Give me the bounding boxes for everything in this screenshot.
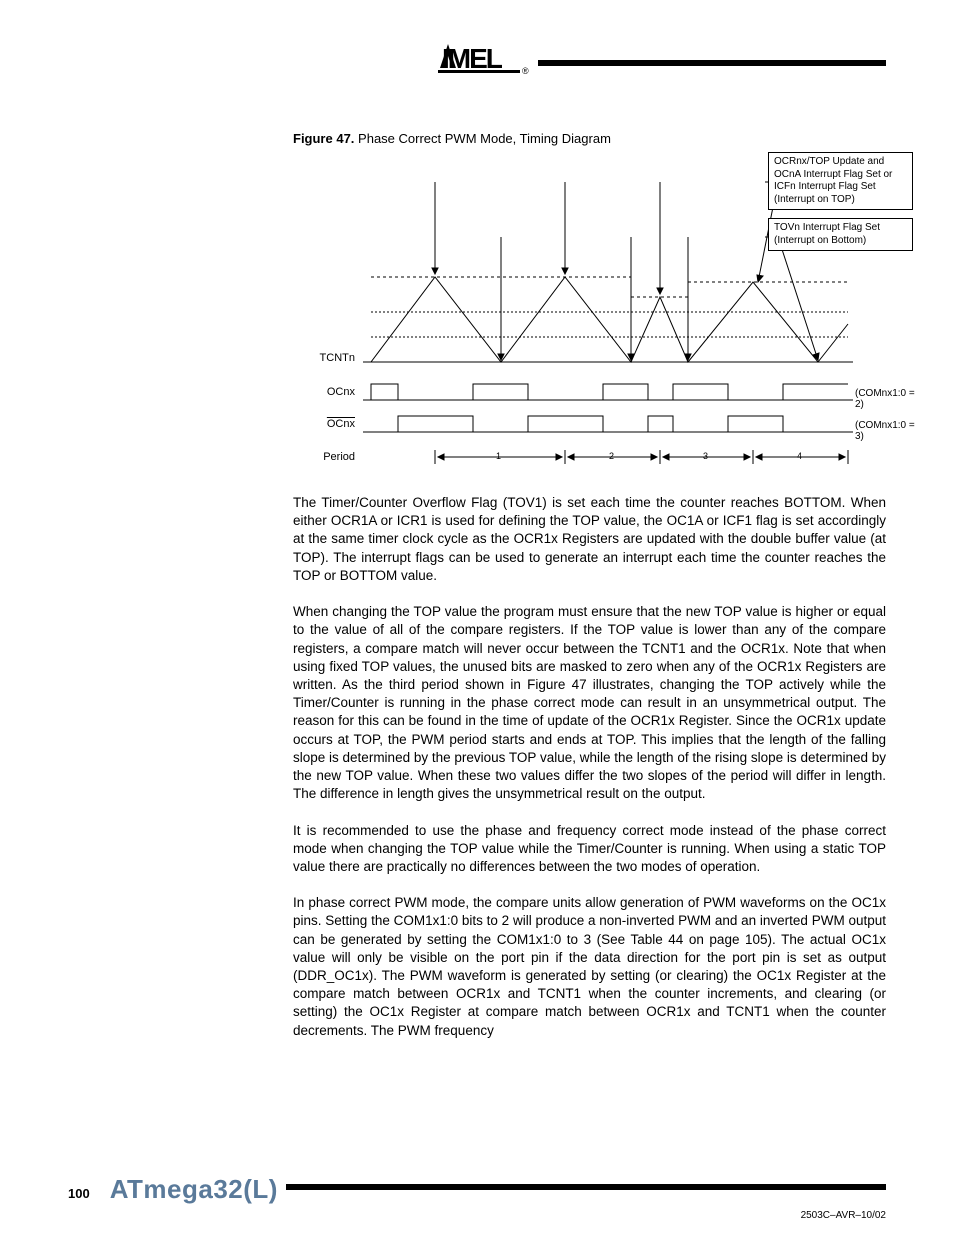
paragraph-4: In phase correct PWM mode, the compare u… bbox=[293, 894, 886, 1040]
doc-title: ATmega32(L) bbox=[110, 1174, 278, 1205]
paragraph-3: It is recommended to use the phase and f… bbox=[293, 822, 886, 877]
footer: 100 ATmega32(L) 2503C–AVR–10/02 bbox=[68, 1174, 886, 1205]
label-ocnx-bar: OCnx bbox=[305, 418, 355, 430]
atmel-logo: IMEL ® bbox=[438, 38, 534, 83]
flag-box-top: OCRnx/TOP Update and OCnA Interrupt Flag… bbox=[768, 152, 913, 210]
period-4: 4 bbox=[797, 451, 802, 461]
header-divider bbox=[538, 60, 886, 66]
label-period: Period bbox=[305, 451, 355, 463]
label-ocnx: OCnx bbox=[305, 386, 355, 398]
header: IMEL ® bbox=[438, 38, 886, 83]
flag-box-bottom: TOVn Interrupt Flag Set (Interrupt on Bo… bbox=[768, 218, 913, 251]
body-text: The Timer/Counter Overflow Flag (TOV1) i… bbox=[293, 494, 886, 1040]
page: IMEL ® Figure 47. Phase Correct PWM Mode… bbox=[0, 0, 954, 1235]
note-com2: (COMnx1:0 = 2) bbox=[855, 388, 923, 410]
svg-text:®: ® bbox=[522, 66, 529, 76]
footer-top: 100 ATmega32(L) bbox=[68, 1174, 886, 1205]
timing-diagram: OCRnx/TOP Update and OCnA Interrupt Flag… bbox=[293, 152, 923, 472]
page-number: 100 bbox=[68, 1186, 90, 1201]
figure-caption: Figure 47. Phase Correct PWM Mode, Timin… bbox=[293, 131, 886, 146]
paragraph-2: When changing the TOP value the program … bbox=[293, 603, 886, 803]
doc-code: 2503C–AVR–10/02 bbox=[801, 1210, 886, 1221]
footer-divider bbox=[286, 1184, 886, 1190]
label-tcntn: TCNTn bbox=[305, 352, 355, 364]
figure-label: Figure 47. bbox=[293, 131, 354, 146]
period-2: 2 bbox=[609, 451, 614, 461]
note-com3: (COMnx1:0 = 3) bbox=[855, 420, 923, 442]
period-3: 3 bbox=[703, 451, 708, 461]
svg-text:IMEL: IMEL bbox=[442, 43, 503, 74]
figure-title: Phase Correct PWM Mode, Timing Diagram bbox=[358, 131, 611, 146]
paragraph-1: The Timer/Counter Overflow Flag (TOV1) i… bbox=[293, 494, 886, 585]
period-1: 1 bbox=[496, 451, 501, 461]
